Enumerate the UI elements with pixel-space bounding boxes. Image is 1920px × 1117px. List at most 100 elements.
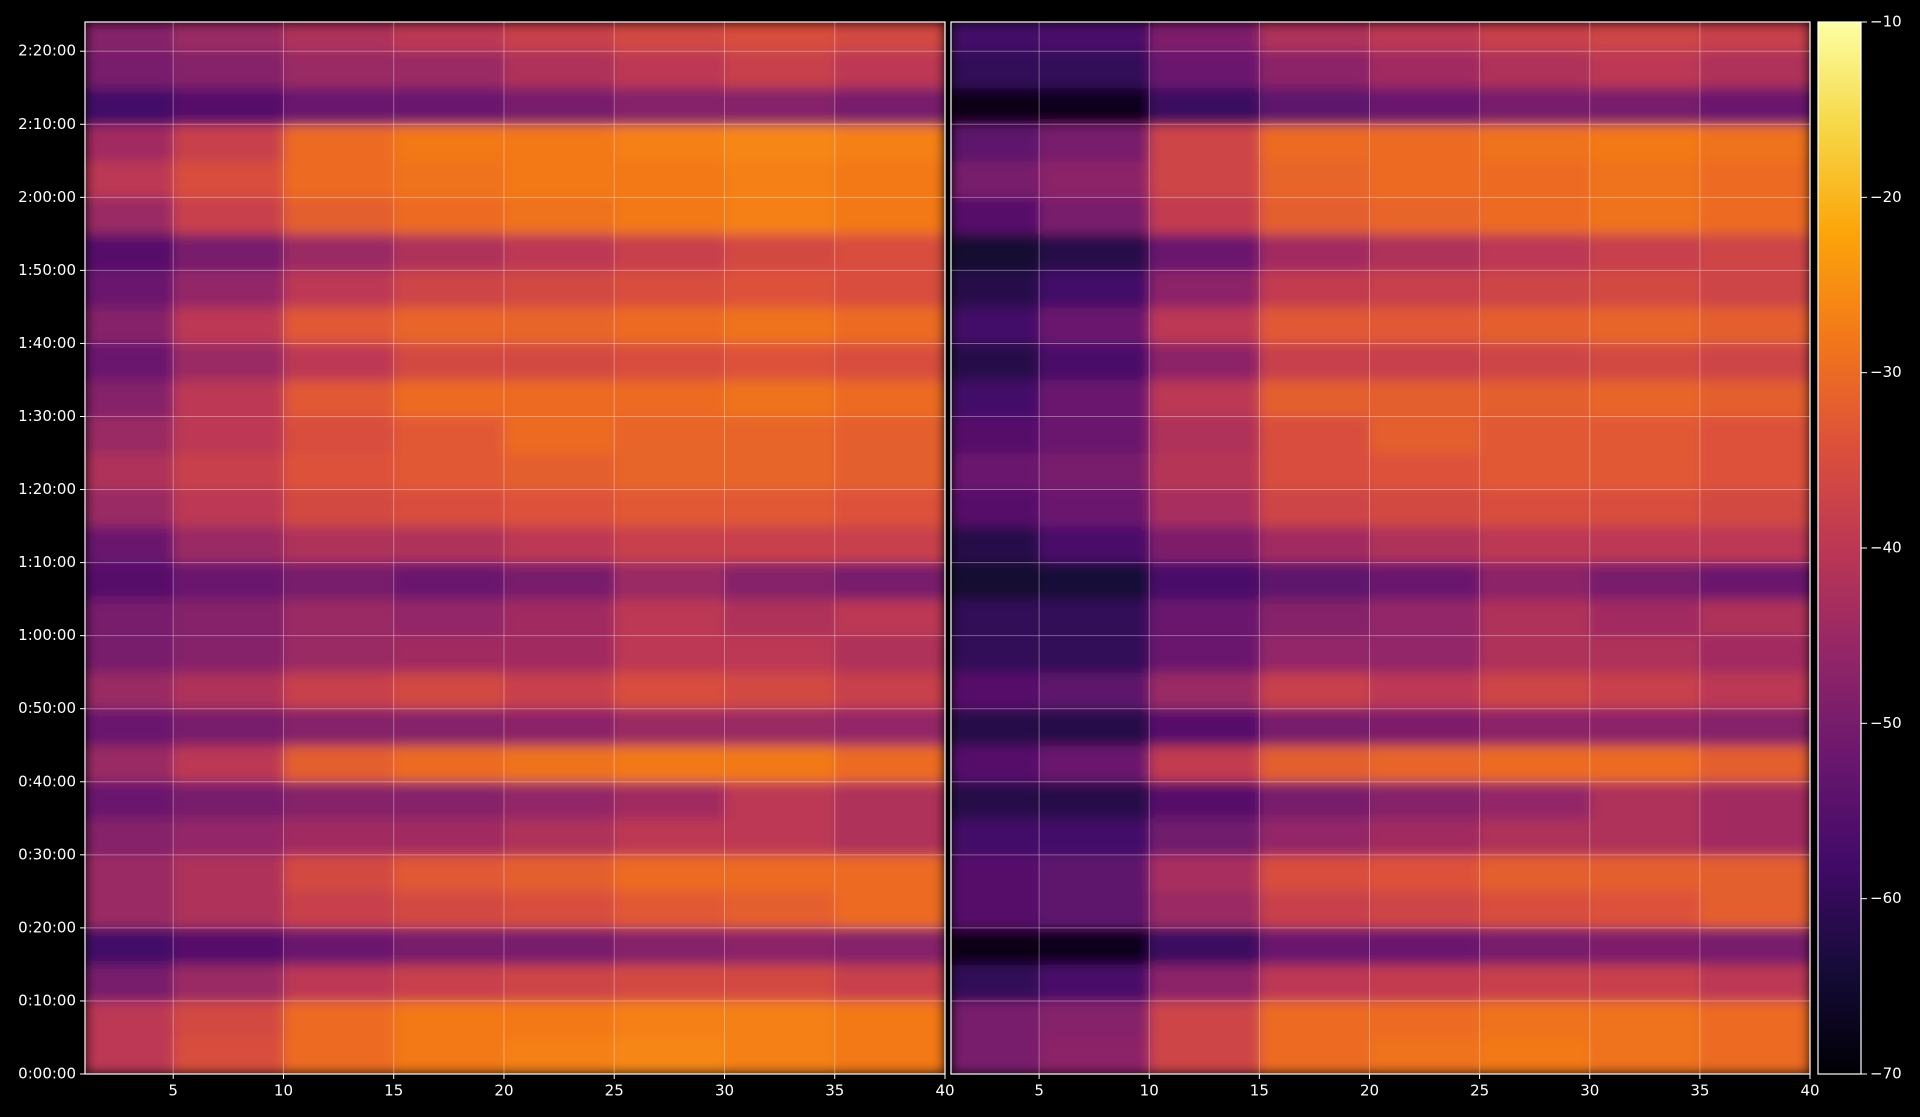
heatmap-cell [1039,526,1150,564]
heatmap-cell [173,1000,284,1038]
heatmap-cell [173,635,284,673]
heatmap-cell [1369,379,1481,417]
heatmap-cell [951,708,1040,746]
heatmap-cell [834,526,945,564]
heatmap-cell [1479,599,1591,637]
heatmap-cell [614,562,725,600]
heatmap-cell [1259,87,1370,125]
heatmap-cell [1479,927,1591,965]
x-tick-label: 30 [1580,1082,1599,1100]
heatmap-cell [834,343,945,381]
heatmap-cell [834,124,945,162]
heatmap-cell [1039,635,1150,673]
heatmap-cell [173,306,284,344]
heatmap-cell [1699,927,1810,965]
heatmap-cell [1479,635,1591,673]
heatmap-cell [283,818,395,856]
heatmap-cell [503,745,615,783]
heatmap-cell [834,51,945,89]
heatmap-cell [173,526,284,564]
heatmap-cell [503,379,615,417]
heatmap-cell [1589,197,1701,235]
heatmap-cell [1479,160,1591,198]
y-tick-label: 1:20:00 [18,480,76,498]
heatmap-cell [614,854,725,892]
heatmap-cell [1699,51,1810,89]
heatmap-cell [1589,818,1701,856]
heatmap-cell [614,343,725,381]
heatmap-cell [1589,453,1701,491]
heatmap-cell [614,416,725,454]
heatmap-cell [85,672,174,710]
heatmap-cell [1369,562,1481,600]
y-tick-label: 0:10:00 [18,991,76,1009]
heatmap-cell [724,233,836,271]
heatmap-cell [1039,562,1150,600]
heatmap-cell [1149,270,1260,308]
heatmap-cell [1589,672,1701,710]
heatmap-cell [834,818,945,856]
heatmap-cell [1259,927,1370,965]
heatmap-cell [1479,891,1591,929]
heatmap-cell [1259,416,1370,454]
x-tick-label: 10 [274,1082,293,1100]
heatmap-cell [1039,708,1150,746]
heatmap-cell [503,306,615,344]
heatmap-cell [1369,927,1481,965]
heatmap-cell [1699,343,1810,381]
heatmap-cell [1699,124,1810,162]
heatmap-cell [1149,599,1260,637]
heatmap-cell [283,306,395,344]
heatmap-cell [614,1000,725,1038]
heatmap-cell [503,87,615,125]
heatmap-cell [614,891,725,929]
heatmap-cell [173,781,284,819]
heatmap-cell [1149,672,1260,710]
heatmap-cell [1369,416,1481,454]
cells [951,22,1810,1074]
heatmap-cell [1259,270,1370,308]
heatmap-cell [1589,1037,1701,1074]
heatmap-cell [1149,1000,1260,1038]
heatmap-cell [724,343,836,381]
heatmap-cell [85,197,174,235]
heatmap-cell [1589,1000,1701,1038]
heatmap-cell [724,708,836,746]
heatmap-cell [503,599,615,637]
heatmap-cell [283,854,395,892]
heatmap-cell [1039,781,1150,819]
heatmap-cell [951,599,1040,637]
heatmap-cell [1479,453,1591,491]
heatmap-cell [393,927,505,965]
heatmap-cell [724,781,836,819]
heatmap-cell [1149,526,1260,564]
heatmap-cell [173,87,284,125]
heatmap-cell [1589,306,1701,344]
heatmap-cell [1149,708,1260,746]
heatmap-cell [1039,22,1150,52]
heatmap-cell [85,270,174,308]
heatmap-cell [85,233,174,271]
heatmap-cell [1479,51,1591,89]
heatmap-cell [1259,745,1370,783]
heatmap-cell [1479,854,1591,892]
heatmap-cell [1699,233,1810,271]
heatmap-cell [173,854,284,892]
heatmap-cell [503,562,615,600]
heatmap-cell [1149,379,1260,417]
heatmap-cell [85,1000,174,1038]
heatmap-cell [173,599,284,637]
heatmap-cell [85,416,174,454]
heatmap-cell [1699,891,1810,929]
heatmap-cell [1589,927,1701,965]
heatmap-cell [1039,87,1150,125]
heatmap-cell [1699,379,1810,417]
heatmap-cell [1589,562,1701,600]
heatmap-cell [614,745,725,783]
colorbar-tick-label: −60 [1870,889,1902,907]
heatmap-cell [1039,891,1150,929]
heatmap-cell [1369,781,1481,819]
heatmap-cell [1149,197,1260,235]
heatmap-cell [1479,87,1591,125]
